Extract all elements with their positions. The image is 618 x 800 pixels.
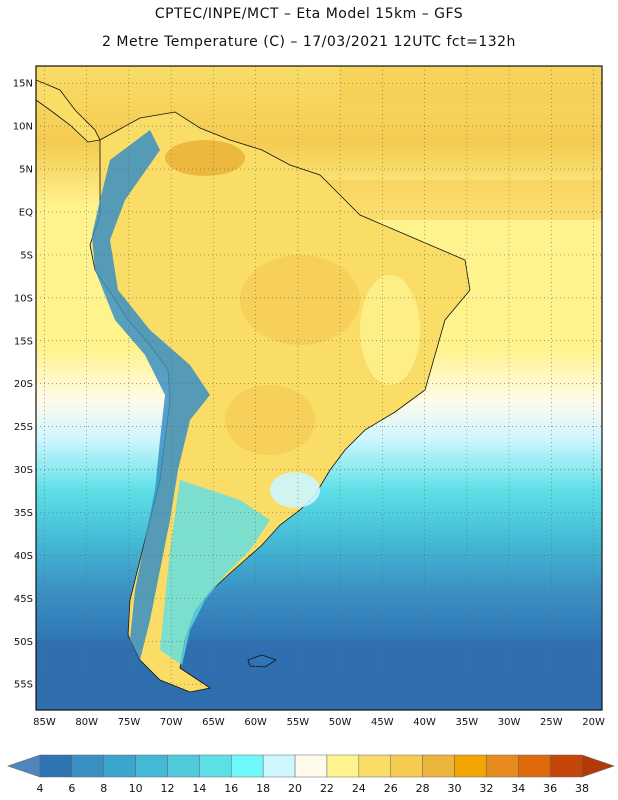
central-america-land [36,79,101,143]
andes-cold-strip [92,130,210,660]
lon-tick-label: 55W [287,717,310,728]
warm-patch-paraguay [225,385,315,455]
lon-tick-label: 85W [33,717,56,728]
lon-tick-label: 75W [118,717,141,728]
longitude-labels: 85W 80W 75W 70W 65W 60W 55W 50W 45W 40W 35W 30W 25W 2… [33,717,605,728]
lon-tick-label: 50W [329,717,352,728]
colorbar-swatch [358,754,391,778]
map-title-line-2: 2 Metre Temperature (C) – 17/03/2021 12U… [102,34,516,50]
lon-tick-label: 45W [371,717,394,728]
colorbar-swatch [454,754,487,778]
colorbar-swatch [294,754,328,778]
colorbar-tick-label: 28 [416,782,430,795]
lon-tick-label: 25W [540,717,563,728]
falkland-islands [247,654,277,668]
colorbar-tick-label: 26 [384,782,398,795]
colorbar-tick-label: 6 [68,782,75,795]
colorbar-tick-label: 36 [543,782,557,795]
latitude-labels: 15N 10N 5N EQ 5S 10S 15S 20S 25S 30S 35S 40S 45S 50S 5… [13,79,33,691]
graticule [36,66,602,710]
lat-tick-label: 35S [14,508,33,519]
colorbar-swatch [39,754,73,778]
lat-tick-label: 50S [14,637,33,648]
colorbar-tick-label: 22 [320,782,334,795]
lon-tick-label: 35W [456,717,479,728]
colorbar-swatch [199,754,232,778]
lon-tick-label: 80W [75,717,98,728]
map-body [36,66,602,710]
colorbar-swatch [422,754,455,778]
colorbar-min-arrow [7,754,41,778]
lon-tick-label: 30W [498,717,521,728]
colorbar-swatch [517,754,551,778]
colorbar: 4 6 8 10 12 14 16 18 20 22 24 26 28 30 32 34 36 38 [7,754,615,795]
lat-tick-label: 20S [14,379,33,390]
colorbar-tick-label: 32 [479,782,493,795]
colorbar-max-arrow [581,754,615,778]
colorbar-tick-label: 14 [192,782,206,795]
lat-tick-label: 30S [14,465,33,476]
lon-tick-label: 60W [244,717,267,728]
lat-tick-label: 15S [14,336,33,347]
cool-patch-uruguay [270,472,320,508]
lat-tick-label: 40S [14,551,33,562]
colorbar-swatch [231,754,264,778]
lat-tick-label: 45S [14,594,33,605]
colorbar-tick-label: 38 [575,782,589,795]
lon-tick-label: 65W [202,717,225,728]
lon-tick-label: 40W [413,717,436,728]
colorbar-tick-label: 10 [129,782,143,795]
lat-tick-label: EQ [19,207,33,218]
colorbar-tick-label: 34 [511,782,525,795]
lat-tick-label: 15N [13,79,33,90]
colorbar-swatch [71,754,105,778]
lat-tick-label: 10S [14,293,33,304]
warm-ocean-band [340,66,602,106]
warm-patch-venezuela [165,140,245,176]
colorbar-tick-label: 16 [224,782,238,795]
colorbar-swatch [390,754,423,778]
mild-patch-east-brazil [360,275,420,385]
colorbar-swatch [167,754,200,778]
colorbar-tick-label: 18 [256,782,270,795]
map-frame [35,65,603,711]
colorbar-swatch [262,754,296,778]
colorbar-swatch [486,754,519,778]
warm-patch-brazil [240,255,360,345]
colorbar-swatch [549,754,583,778]
colorbar-tick-label: 12 [161,782,175,795]
lat-tick-label: 5S [20,250,33,261]
colorbar-tick-label: 24 [352,782,366,795]
lon-tick-label: 20W [582,717,605,728]
colorbar-tick-label: 4 [37,782,44,795]
lon-tick-label: 70W [160,717,183,728]
colorbar-tick-label: 20 [288,782,302,795]
lat-tick-label: 25S [14,422,33,433]
colorbar-tick-label: 8 [100,782,107,795]
colorbar-swatch [326,754,360,778]
colorbar-tick-label: 30 [447,782,461,795]
lat-tick-label: 55S [14,680,33,691]
map-title-line-1: CPTEC/INPE/MCT – Eta Model 15km – GFS [154,6,464,22]
lat-tick-label: 5N [19,165,33,176]
colorbar-swatch [103,754,136,778]
colorbar-swatch [135,754,168,778]
lat-tick-label: 10N [13,122,33,133]
patagonia-cool-field [160,480,270,665]
cold-ocean-band [36,640,602,710]
